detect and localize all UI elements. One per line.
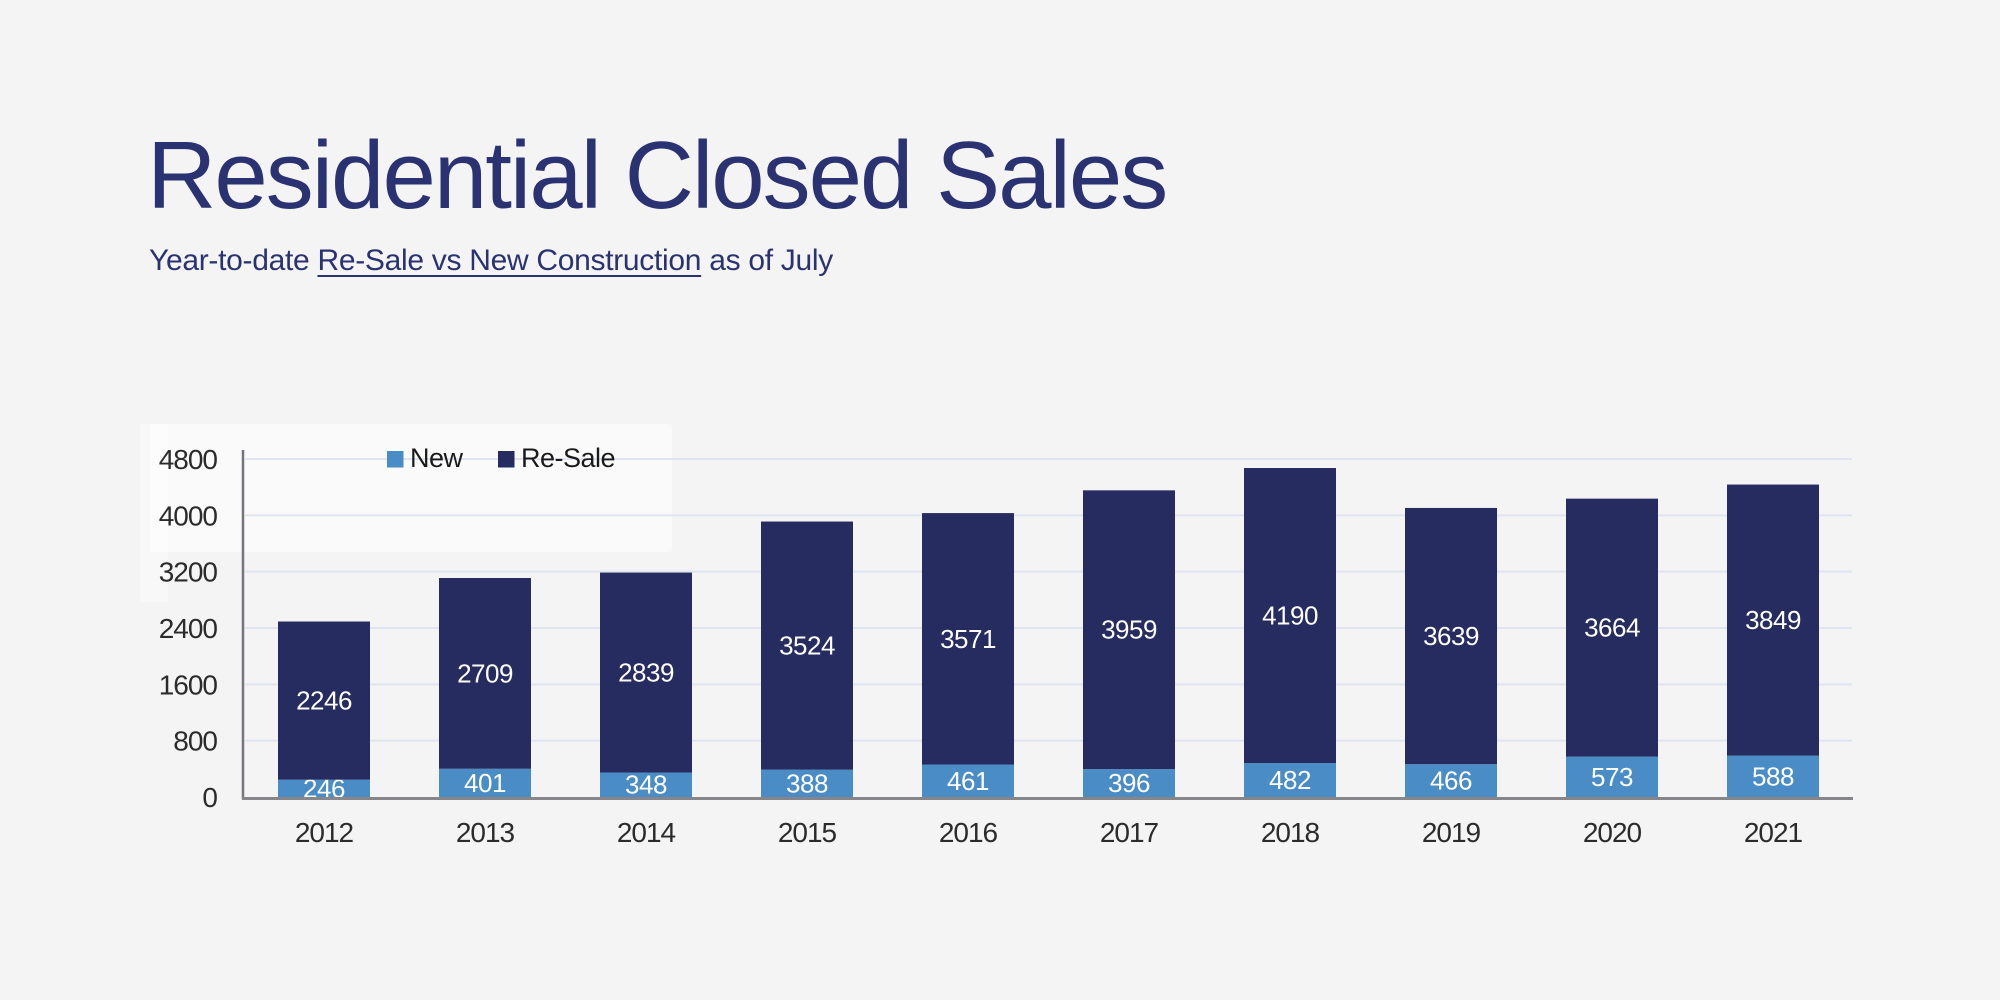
legend-swatch-re-sale-icon: [498, 451, 515, 468]
x-tick-label-2020: 2020: [1583, 817, 1642, 848]
bar-group-2014: 348 2839 2014: [600, 572, 692, 848]
legend-swatch-new-icon: [387, 451, 404, 468]
bar-group-2017: 396 3959 2017: [1083, 490, 1175, 848]
bar-2016-resale-value-label: 3571: [940, 624, 996, 654]
page-title: Residential Closed Sales: [147, 128, 1168, 224]
bar-2017-new-segment: [1083, 769, 1175, 797]
bar-2018-new-segment: [1244, 763, 1336, 797]
subtitle-prefix: Year-to-date: [149, 244, 318, 277]
bar-2015-resale-segment: [761, 521, 853, 770]
bar-2019-new-segment: [1405, 764, 1497, 797]
y-tick-label-0: 0: [202, 782, 217, 813]
bar-2013-new-segment: [439, 768, 531, 797]
bar-group-2013: 401 2709 2013: [439, 578, 531, 848]
bar-2020-resale-value-label: 3664: [1584, 613, 1640, 643]
bar-2019-new-value-label: 466: [1430, 766, 1472, 796]
bar-2021-resale-segment: [1727, 484, 1819, 756]
bar-2016-new-value-label: 461: [947, 766, 989, 796]
chart-highlight-panel-edge: [140, 424, 168, 602]
x-tick-label-2017: 2017: [1100, 817, 1159, 848]
bar-2014-resale-segment: [600, 572, 692, 773]
bar-2021-new-value-label: 588: [1752, 761, 1794, 791]
bar-group-2015: 388 3524 2015: [761, 521, 853, 848]
legend-item-re-sale: Re-Sale: [498, 443, 616, 473]
bar-group-2021: 588 3849 2021: [1727, 484, 1819, 848]
bar-group-2019: 466 3639 2019: [1405, 507, 1497, 848]
legend-label-new: New: [410, 443, 464, 473]
bar-2016-new-segment: [922, 764, 1014, 797]
x-tick-label-2021: 2021: [1744, 817, 1803, 848]
bar-2020-new-value-label: 573: [1591, 762, 1633, 792]
subtitle-suffix: as of July: [701, 244, 833, 277]
y-tick-label-4800: 4800: [159, 444, 218, 475]
bar-2019-resale-segment: [1405, 507, 1497, 765]
bar-2013-resale-value-label: 2709: [457, 658, 513, 688]
legend-item-new: New: [387, 443, 464, 473]
bar-2013-new-value-label: 401: [464, 768, 506, 798]
x-tick-label-2019: 2019: [1422, 817, 1481, 848]
x-tick-label-2014: 2014: [617, 817, 676, 848]
x-tick-label-2018: 2018: [1261, 817, 1320, 848]
x-tick-label-2013: 2013: [456, 817, 515, 848]
subtitle-underlined: Re-Sale vs New Construction: [317, 244, 702, 277]
bar-2012-resale-value-label: 2246: [296, 686, 352, 716]
page-subtitle: Year-to-date Re-Sale vs New Construction…: [149, 243, 833, 279]
y-tick-label-800: 800: [173, 726, 217, 757]
bar-2017-resale-value-label: 3959: [1101, 615, 1157, 645]
bar-2018-resale-value-label: 4190: [1262, 601, 1318, 631]
bar-2012-new-segment: [278, 779, 370, 797]
bar-2015-new-value-label: 388: [786, 768, 828, 798]
bar-2015-resale-value-label: 3524: [779, 631, 835, 661]
bar-2017-new-value-label: 396: [1108, 768, 1150, 798]
bar-2019-resale-value-label: 3639: [1423, 621, 1479, 651]
y-tick-label-3200: 3200: [159, 557, 218, 588]
bar-2014-new-value-label: 348: [625, 770, 667, 800]
bar-2018-resale-segment: [1244, 468, 1336, 764]
bar-2021-resale-value-label: 3849: [1745, 605, 1801, 635]
x-tick-label-2016: 2016: [939, 817, 998, 848]
bar-2020-resale-segment: [1566, 498, 1658, 757]
bar-2015-new-segment: [761, 769, 853, 797]
bar-group-2020: 573 3664 2020: [1566, 498, 1658, 848]
y-tick-label-1600: 1600: [159, 669, 218, 700]
legend: New Re-Sale: [387, 443, 616, 473]
bar-2021-new-segment: [1727, 755, 1819, 797]
bar-2013-resale-segment: [439, 578, 531, 769]
bar-2020-new-segment: [1566, 756, 1658, 797]
bar-2016-resale-segment: [922, 513, 1014, 765]
bar-group-2016: 461 3571 2016: [922, 513, 1014, 848]
legend-label-re-sale: Re-Sale: [521, 443, 615, 473]
bar-2017-resale-segment: [1083, 490, 1175, 770]
bar-group-2018: 482 4190 2018: [1244, 468, 1336, 848]
x-tick-label-2015: 2015: [778, 817, 837, 848]
y-tick-label-4000: 4000: [159, 500, 218, 531]
page-title-text: Residential Closed Sales: [147, 122, 1168, 229]
y-tick-label-2400: 2400: [159, 613, 218, 644]
bar-2018-new-value-label: 482: [1269, 765, 1311, 795]
bar-2012-resale-segment: [278, 621, 370, 780]
chart-highlight-panel: [150, 424, 672, 552]
x-tick-label-2012: 2012: [295, 817, 354, 848]
bar-2014-resale-value-label: 2839: [618, 658, 674, 688]
bar-2014-new-segment: [600, 772, 692, 797]
